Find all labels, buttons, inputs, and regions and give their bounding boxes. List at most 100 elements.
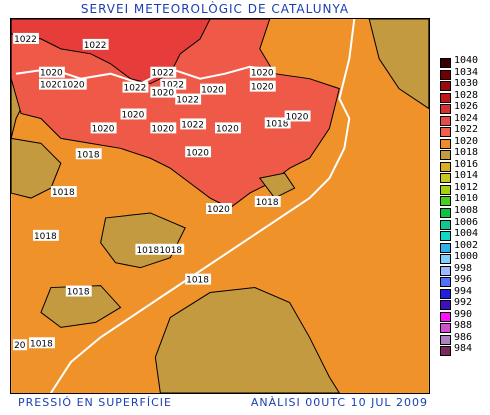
legend-row: 990 (440, 308, 490, 323)
legend-label: 984 (454, 343, 473, 355)
legend-row: 994 (440, 285, 490, 300)
legend-row: 1020 (440, 135, 490, 150)
legend-label: 1024 (454, 112, 479, 124)
legend-row: 984 (440, 343, 490, 357)
legend-row: 1014 (440, 170, 490, 184)
legend-swatch (440, 277, 451, 288)
legend-row: 1012 (440, 182, 490, 196)
low-patch-south (40, 285, 122, 328)
isobar-label-text: 1020 (40, 81, 63, 91)
legend-swatch (440, 104, 451, 115)
legend-swatch (440, 265, 451, 276)
legend-swatch (440, 92, 451, 103)
isobar-label: 1018 (185, 273, 212, 286)
low-patch-east-small (258, 172, 296, 199)
legend-label: 990 (454, 308, 473, 320)
map-title: SERVEI METEOROLÒGIC DE CATALUNYA (80, 2, 350, 16)
isobar-label-text: 1018 (34, 232, 57, 242)
isobar-label: 1020 (90, 122, 117, 134)
isobar-label: 1018 (29, 337, 55, 349)
legend-label: 1002 (454, 239, 479, 251)
legend-row: 1026 (440, 101, 490, 115)
legend-row: 1018 (440, 147, 490, 161)
legend-label: 1000 (454, 251, 479, 263)
isobar-label-text: 1018 (77, 150, 100, 160)
legend-swatch (440, 231, 451, 242)
footer-left: PRESSIÓ EN SUPERFÍCIE (18, 396, 172, 409)
isobar-label: 1020 (185, 146, 212, 158)
isobar-label-text: 1020 (122, 110, 145, 120)
isobar-label-text: 1018 (67, 288, 90, 298)
legend-row: 992 (440, 297, 490, 311)
legend-row: 1022 (440, 124, 490, 138)
isobar-label: 1022 (180, 118, 207, 130)
legend-row: 1004 (440, 228, 490, 242)
isobar-label-text: 1018 (52, 188, 75, 198)
legend-row: 1002 (440, 239, 490, 254)
legend-swatch (440, 254, 451, 265)
legend-row: 1030 (440, 78, 490, 92)
legend-label: 986 (454, 331, 473, 343)
isobar-label: 1018 (264, 117, 291, 129)
legend-label: 1028 (454, 89, 479, 101)
legend-swatch (440, 150, 451, 161)
isobar-label: 20 (13, 339, 28, 351)
isobar-label: 1020 (284, 110, 311, 122)
isobar-label-text: 1020 (62, 81, 85, 91)
legend-row: 988 (440, 320, 490, 334)
isobar-label: 1022 (82, 38, 109, 51)
legend-swatch (440, 346, 451, 357)
isobar-label: 1018 (75, 148, 102, 160)
legend-row: 1006 (440, 217, 490, 231)
legend-swatch (440, 173, 451, 184)
isobar-label-text: 1018 (136, 246, 159, 256)
isobar-label: 1020 (150, 86, 177, 99)
isobar-label-text: 1020 (201, 86, 224, 96)
isobar-label-text: 1022 (84, 41, 107, 51)
legend-label: 1008 (454, 205, 479, 216)
sea-region-east (368, 19, 429, 110)
legend-label: 1040 (454, 55, 479, 66)
legend-swatch (440, 288, 451, 299)
legend-row: 1024 (440, 112, 490, 127)
legend-label: 994 (454, 285, 473, 297)
pressure-legend: 1040 1034 1030 1028 1026 1024 1022 1020 1018 1016… (440, 55, 490, 358)
isobar-label: 1020 (215, 122, 241, 134)
isobar-label-text: 1020 (286, 112, 309, 122)
legend-label: 1004 (454, 228, 479, 240)
legend-label: 996 (454, 274, 473, 286)
isobar-label: 1020 (206, 203, 232, 215)
legend-label: 1018 (454, 147, 479, 159)
legend-label: 988 (454, 320, 473, 332)
isobar-label: 1020 (38, 66, 65, 79)
isobar-label-text: 1018 (186, 276, 209, 286)
isobar-label: 1020 (249, 66, 276, 79)
isobar-label: 1018 (135, 243, 162, 256)
legend-swatch (440, 161, 451, 172)
legend-label: 1022 (454, 124, 479, 136)
isobar-label-text: 1020 (216, 124, 239, 134)
legend-label: 1034 (454, 66, 479, 78)
legend-swatch (440, 115, 451, 126)
isobar-label-text: 1020 (151, 89, 174, 99)
legend-swatch (440, 334, 451, 345)
isobar-label-text: 1020 (151, 124, 174, 134)
isobar-label-text: 1020 (207, 205, 230, 215)
legend-swatch (440, 58, 451, 68)
legend-label: 1030 (454, 78, 479, 90)
isobar-label-text: 1018 (30, 339, 53, 349)
isobar-label: 1020 (60, 78, 87, 91)
legend-row: 1000 (440, 251, 490, 265)
isobar-label: 1020 (120, 108, 147, 120)
legend-swatch (440, 184, 451, 195)
legend-label: 1014 (454, 170, 479, 182)
legend-swatch (440, 311, 451, 322)
isobar-label: 1020 (200, 83, 226, 96)
coastline (50, 19, 356, 393)
legend-label: 1010 (454, 193, 479, 205)
legend-swatch (440, 208, 451, 218)
legend-label: 1020 (454, 135, 479, 147)
isobar-label: 1018 (254, 196, 281, 208)
legend-swatch (440, 127, 451, 138)
